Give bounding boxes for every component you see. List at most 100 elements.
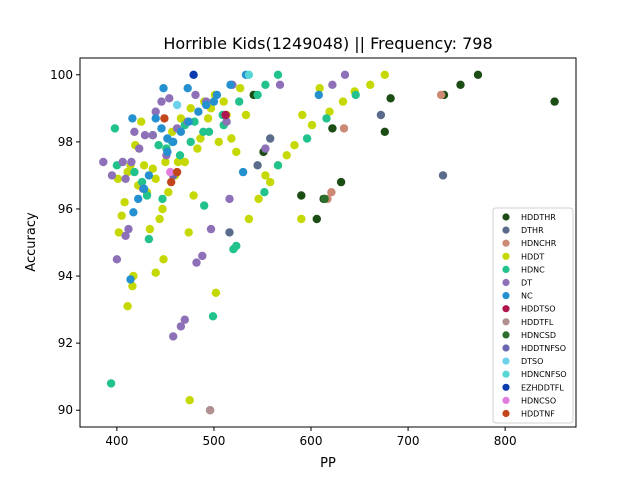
data-point-hddt [145,224,155,234]
data-point-hdnchr [436,90,446,100]
legend-frame [492,207,574,424]
x-tick-label: 800 [494,434,517,448]
y-tick-label: 94 [58,269,73,283]
data-point-hdnc [302,134,312,143]
data-point-hddt [155,214,164,224]
data-point-hddt [189,191,198,200]
data-point-hddt [282,151,291,160]
data-point-hddthr [297,191,306,200]
data-point-dt [135,144,144,153]
legend-label: HDNCSO [521,396,556,405]
data-point-hddtfl [205,406,215,415]
data-point-hddtso [221,110,230,120]
data-point-hddt [315,84,324,93]
legend-items: HDDTHR DTHR HDNCHR HDDT HDNC DT NC HDDTSO HDDTFL… [502,213,567,419]
data-point-hdnc [200,201,209,210]
data-point-hdnc [144,234,154,244]
data-point-nc [129,208,138,217]
data-point-hddt [193,144,202,153]
data-point-hdnc [175,151,185,160]
data-point-dt [206,224,216,234]
legend-marker-hddthr [502,213,510,221]
data-point-hdnc [235,97,244,106]
data-point-ezhddtfl [189,70,198,80]
legend-marker-hdncnfso [502,370,510,378]
data-point-hddt [186,104,195,113]
data-point-dt [118,157,127,167]
x-tick-label: 400 [105,434,128,448]
data-point-dt [275,80,285,90]
data-point-hddtnf [172,167,182,177]
data-point-dt [157,97,166,106]
legend-marker-hddtso [502,305,510,313]
data-point-hdnc [142,191,152,200]
data-points [99,70,559,415]
data-point-hddt [173,157,183,167]
data-point-hddthr [473,70,483,80]
data-point-dt [112,255,122,264]
data-point-nc [159,84,168,93]
data-point-hddthr [456,80,465,90]
legend-marker-dt [502,278,510,287]
data-point-hdncsd [320,194,329,204]
data-point-dt [191,90,200,100]
legend-marker-hddtfl [502,318,510,326]
data-point-hdnc [273,161,283,170]
legend-label: HDNCSD [521,331,556,340]
data-point-nc [314,90,323,100]
data-point-dt [169,332,178,341]
data-point-hddt [180,157,189,167]
data-point-hdnc [204,127,214,136]
data-point-hddt [184,228,193,237]
legend-marker-nc [502,292,510,300]
data-point-nc [128,114,137,123]
data-point-hdncso [166,167,175,177]
legend-marker-hdnc [502,265,510,273]
data-point-hddt [236,84,245,93]
legend-label: HDDT [521,252,544,261]
x-axis-ticks: 400 500 600 700 800 [105,427,517,448]
data-point-dt [176,322,186,331]
data-point-hddt [123,167,132,177]
data-point-hdnc [322,114,331,123]
data-point-hddt [128,281,137,291]
data-point-hdnc [190,117,199,126]
x-axis-label: PP [320,456,336,471]
data-point-dthr [438,171,448,180]
legend-marker-ezhddtfl [502,383,510,391]
data-point-dtso [172,100,182,110]
data-point-hddthr [386,94,395,103]
y-tick-label: 92 [58,336,73,350]
axes-frame [79,57,577,428]
data-point-hddt [176,114,186,123]
data-point-nc [176,127,186,136]
data-point-hddt [211,288,221,297]
data-point-nc [134,194,143,204]
data-point-hddt [196,134,205,143]
data-point-hddt [380,70,389,80]
data-point-hddt [298,110,307,120]
data-point-nc [209,97,219,106]
data-point-nc [183,84,192,93]
legend-label: EZHDDTFL [521,383,564,392]
y-tick-label: 90 [58,403,73,417]
data-point-dt [340,70,350,80]
legend-label: HDDTSO [521,305,556,314]
data-point-hddt [137,117,146,126]
data-point-hdnc [351,90,360,100]
legend-marker-hdnchr [502,239,510,247]
legend-label: HDNCHR [521,239,557,248]
data-point-dt [151,107,160,116]
data-point-hdnc [273,70,283,80]
data-point-hddt [338,97,348,106]
legend-label: HDNCNFSO [521,370,567,379]
data-point-dt [222,117,231,126]
data-point-hddt [290,141,299,150]
data-point-nc [126,275,135,284]
data-point-hddt [148,164,157,173]
data-point-hddt [159,255,168,264]
legend-label: DT [521,279,532,288]
data-point-hddt [158,204,167,214]
data-point-hddt [366,80,375,90]
